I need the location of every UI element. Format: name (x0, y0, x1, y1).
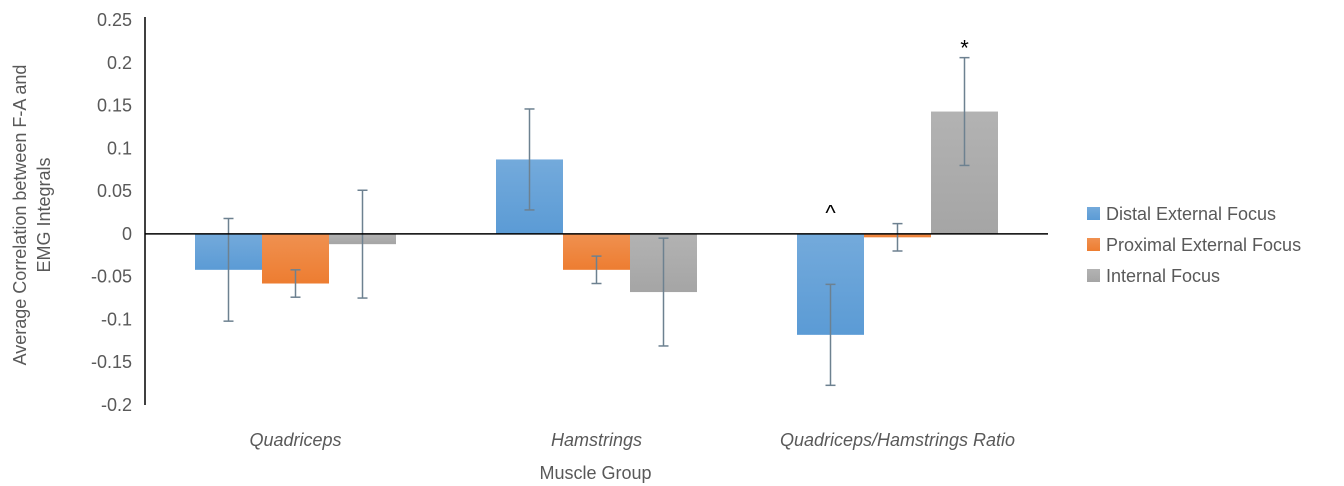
error-bar (223, 217, 234, 322)
error-bar (959, 56, 970, 167)
error-bar (357, 189, 368, 299)
x-category-label: Hamstrings (551, 430, 642, 450)
y-tick-label: 0.15 (97, 96, 132, 116)
legend-label: Internal Focus (1106, 266, 1220, 286)
y-tick-label: -0.1 (101, 309, 132, 329)
error-bar (892, 222, 903, 252)
y-tick-label: 0 (122, 224, 132, 244)
y-tick-label: 0.05 (97, 181, 132, 201)
significance-marker: ^ (825, 201, 836, 226)
error-bar (825, 283, 836, 387)
y-tick-label: 0.25 (97, 10, 132, 30)
y-tick-label: -0.2 (101, 395, 132, 415)
legend-item: Internal Focus (1087, 266, 1220, 286)
x-axis-title: Muscle Group (539, 463, 651, 483)
legend-item: Distal External Focus (1087, 204, 1276, 224)
error-bar (591, 255, 602, 285)
error-bar (290, 269, 301, 298)
y-axis-title-line-2: EMG Integrals (34, 157, 54, 272)
error-bar (524, 108, 535, 211)
legend-label: Proximal External Focus (1106, 235, 1301, 255)
legend-swatch (1087, 238, 1100, 251)
legend-label: Distal External Focus (1106, 204, 1276, 224)
error-bar (658, 237, 669, 347)
x-category-label: Quadriceps/Hamstrings Ratio (780, 430, 1015, 450)
y-tick-label: 0.2 (107, 53, 132, 73)
y-tick-label: 0.1 (107, 138, 132, 158)
legend-item: Proximal External Focus (1087, 235, 1301, 255)
y-axis-title-line-1: Average Correlation between F-A and (10, 65, 30, 366)
y-tick-label: -0.05 (91, 267, 132, 287)
y-tick-label: -0.15 (91, 352, 132, 372)
x-category-label: Quadriceps (249, 430, 341, 450)
significance-marker: * (960, 35, 969, 60)
legend-swatch (1087, 207, 1100, 220)
legend-swatch (1087, 269, 1100, 282)
